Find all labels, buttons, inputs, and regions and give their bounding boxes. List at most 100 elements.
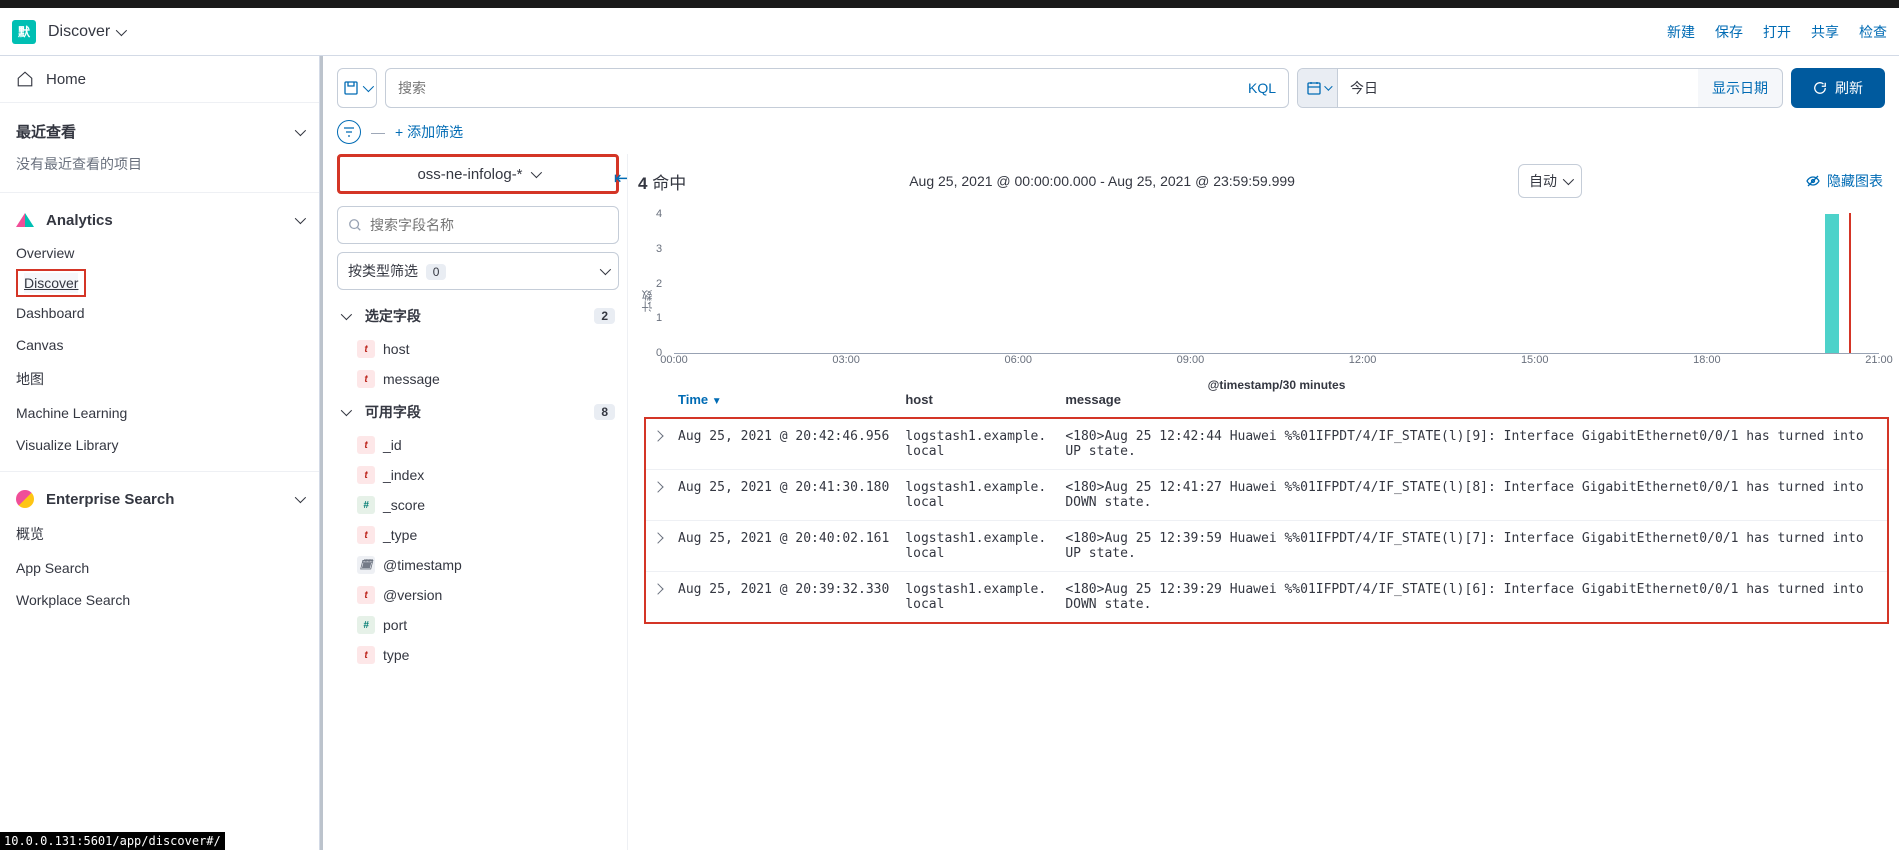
chevron-down-icon [295,213,306,224]
chevron-down-icon [1563,174,1574,185]
analytics-icon [16,211,34,229]
field-type-icon: # [357,496,375,514]
cell-message: <180>Aug 25 12:39:29 Huawei %%01IFPDT/4/… [1057,572,1888,624]
field-item[interactable]: t _id [337,430,619,460]
field-type-icon: 🗓 [357,556,375,574]
field-item[interactable]: tmessage [337,364,619,394]
collapse-panel-icon[interactable]: ⇤ [614,168,628,189]
selected-fields-label: 选定字段 [365,306,421,326]
interval-selector[interactable]: 自动 [1518,164,1582,198]
field-item[interactable]: thost [337,334,619,364]
field-item[interactable]: #port [337,610,619,640]
expand-row-button[interactable] [645,470,670,521]
table-row: Aug 25, 2021 @ 20:41:30.180 logstash1.ex… [645,470,1888,521]
save-query-button[interactable] [337,68,377,108]
field-name: _id [383,437,402,453]
field-item[interactable]: ttype [337,640,619,670]
window-chrome [0,0,1899,8]
enterprise-section-header[interactable]: Enterprise Search [16,482,303,516]
field-search-input[interactable] [370,217,608,233]
field-type-icon: t [357,436,375,454]
field-name: type [383,647,409,663]
breadcrumb[interactable]: Discover [48,23,124,41]
filter-icon [343,126,355,138]
sidebar-item-app-search[interactable]: App Search [16,552,303,584]
analytics-section-header[interactable]: Analytics [16,203,303,237]
eye-off-icon [1805,173,1821,189]
date-picker[interactable]: 今日 显示日期 [1297,68,1783,108]
sidebar-item-maps[interactable]: 地图 [16,361,303,397]
type-filter[interactable]: 按类型筛选 0 [337,252,619,290]
document-table: Time ▼ host message Aug 25, 2021 @ 20:42… [634,382,1899,850]
field-name: _type [383,527,417,543]
open-link[interactable]: 打开 [1763,22,1791,42]
hide-chart-link[interactable]: 隐藏图表 [1805,171,1883,191]
field-type-icon: t [357,466,375,484]
sidebar-item-overview[interactable]: Overview [16,237,303,269]
save-icon [343,80,359,96]
show-dates-link[interactable]: 显示日期 [1698,78,1782,98]
sidebar-item-canvas[interactable]: Canvas [16,329,303,361]
refresh-label: 刷新 [1835,78,1863,98]
field-type-icon: t [357,370,375,388]
index-pattern-selector[interactable]: oss-ne-infolog-* [337,154,619,194]
recent-section-header[interactable]: 最近查看 [16,113,303,150]
field-search[interactable] [337,206,619,244]
new-link[interactable]: 新建 [1667,22,1695,42]
field-item[interactable]: 🗓@timestamp [337,550,619,580]
expand-row-button[interactable] [645,521,670,572]
available-fields-count: 8 [594,404,615,420]
table-row: Aug 25, 2021 @ 20:39:32.330 logstash1.ex… [645,572,1888,624]
divider: — [371,124,385,140]
sidebar-item-es-overview[interactable]: 概览 [16,516,303,552]
share-link[interactable]: 共享 [1811,22,1839,42]
sidebar-item-ml[interactable]: Machine Learning [16,397,303,429]
field-name: _index [383,467,424,483]
histogram-chart[interactable]: 计数 01234 00:0003:0006:0009:0012:0015:001… [634,202,1899,382]
y-axis-label: 计数 [640,290,656,312]
sidebar-item-dashboard[interactable]: Dashboard [16,297,303,329]
cell-host: logstash1.example.local [897,418,1057,470]
expand-row-button[interactable] [645,572,670,624]
field-type-icon: t [357,526,375,544]
field-item[interactable]: t@version [337,580,619,610]
sidebar-home[interactable]: Home [0,56,319,102]
sidebar-item-visualize[interactable]: Visualize Library [16,429,303,461]
main-content: KQL 今日 显示日期 刷新 — + 添加筛选 [320,56,1899,850]
field-item[interactable]: t _index [337,460,619,490]
interval-label: 自动 [1529,171,1557,191]
field-item[interactable]: t _type [337,520,619,550]
results-area: 4 命中 Aug 25, 2021 @ 00:00:00.000 - Aug 2… [628,154,1899,850]
table-row: Aug 25, 2021 @ 20:42:46.956 logstash1.ex… [645,418,1888,470]
expand-row-button[interactable] [645,418,670,470]
chevron-down-icon [1324,82,1332,90]
chevron-down-icon [363,81,374,92]
filter-bar: — + 添加筛选 [323,120,1899,154]
cell-time: Aug 25, 2021 @ 20:42:46.956 [670,418,897,470]
selected-fields-header[interactable]: 选定字段 2 [337,298,619,334]
app-logo[interactable]: 默 [12,20,36,44]
sidebar-item-discover[interactable]: Discover [24,273,78,293]
refresh-icon [1813,81,1827,95]
kql-label[interactable]: KQL [1248,80,1276,96]
filter-options-button[interactable] [337,120,361,144]
refresh-button[interactable]: 刷新 [1791,68,1885,108]
sidebar-item-workplace-search[interactable]: Workplace Search [16,584,303,616]
recent-empty: 没有最近查看的项目 [16,150,303,182]
search-input[interactable] [398,80,1248,96]
date-label: 今日 [1338,69,1698,107]
save-link[interactable]: 保存 [1715,22,1743,42]
inspect-link[interactable]: 检查 [1859,22,1887,42]
breadcrumb-label: Discover [48,23,110,41]
status-bar: 10.0.0.131:5601/app/discover#/ [0,832,225,850]
search-icon [348,218,362,232]
search-box[interactable]: KQL [385,68,1289,108]
field-type-icon: # [357,616,375,634]
calendar-icon[interactable] [1298,68,1338,108]
add-filter-link[interactable]: + 添加筛选 [395,122,463,142]
available-fields-header[interactable]: 可用字段 8 [337,394,619,430]
chevron-down-icon [116,24,127,35]
type-filter-count: 0 [426,264,447,280]
field-name: _score [383,497,425,513]
field-item[interactable]: # _score [337,490,619,520]
